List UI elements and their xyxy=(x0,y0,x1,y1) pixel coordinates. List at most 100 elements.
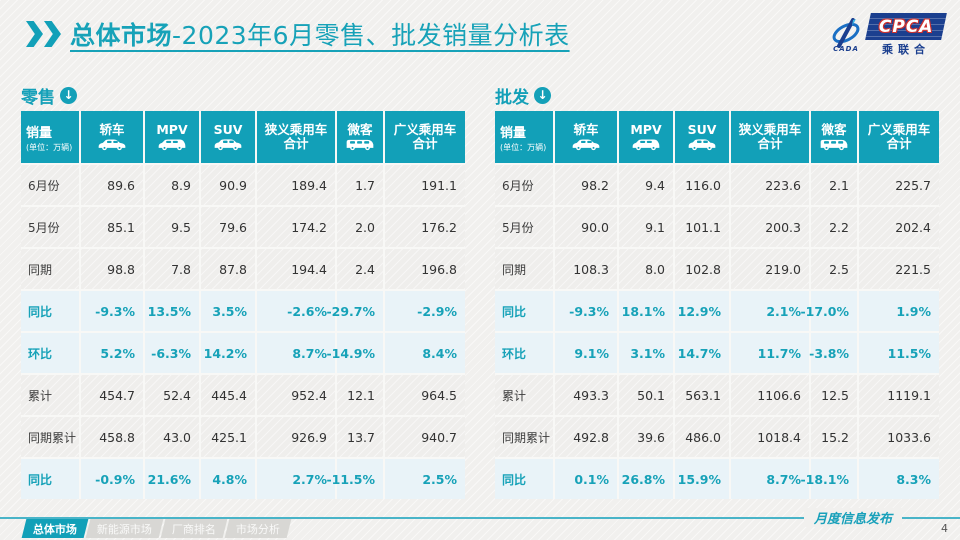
table-cell: 14.2% xyxy=(201,333,255,373)
cpca-sub-label: 乘联合 xyxy=(882,43,930,56)
col-header-microvan: 微客 xyxy=(811,111,857,163)
col-header-mpv: MPV xyxy=(145,111,199,163)
table-cell: 12.5 xyxy=(811,375,857,415)
table-cell: 8.7% xyxy=(257,333,335,373)
table-cell: -2.6% xyxy=(257,291,335,331)
retail-section-head: 零售 ↓ xyxy=(21,82,465,108)
footer-tab-市场分析[interactable]: 市场分析 xyxy=(224,519,292,538)
table-cell: 116.0 xyxy=(675,165,729,205)
table-cell: -9.3% xyxy=(555,291,617,331)
row-label-同期: 同期 xyxy=(21,249,79,289)
table-cell: 1018.4 xyxy=(731,417,809,457)
table-cell: 2.0 xyxy=(337,207,383,247)
table-cell: 50.1 xyxy=(619,375,673,415)
table-cell: 219.0 xyxy=(731,249,809,289)
suv-icon xyxy=(687,138,717,151)
table-cell: -17.0% xyxy=(800,291,857,331)
page-title: 总体市场-2023年6月零售、批发销量分析表 xyxy=(70,16,570,52)
col-header-sedan: 轿车 xyxy=(555,111,617,163)
col-header-sedan: 轿车 xyxy=(81,111,143,163)
col-header-narrow-pv-total: 狭义乘用车 合计 xyxy=(257,111,335,163)
wholesale-section: CPCA 乘联会 CPCA 乘联会 批发 ↓ 销量(单位：万辆)轿车MPVSUV… xyxy=(495,82,939,499)
table-cell: 492.8 xyxy=(555,417,617,457)
table-cell: 90.9 xyxy=(201,165,255,205)
table-cell: 85.1 xyxy=(81,207,143,247)
arrow-down-circle-icon: ↓ xyxy=(60,86,77,104)
table-cell: 486.0 xyxy=(675,417,729,457)
table-cell: 2.2 xyxy=(811,207,857,247)
table-cell: 8.3% xyxy=(859,459,939,499)
table-cell: 18.1% xyxy=(619,291,673,331)
footer-tab-新能源市场[interactable]: 新能源市场 xyxy=(85,519,164,538)
table-cell: 5.2% xyxy=(81,333,143,373)
row-label-同比: 同比 xyxy=(21,291,79,331)
table-cell: 2.1 xyxy=(811,165,857,205)
table-cell: 458.8 xyxy=(81,417,143,457)
table-cell: 14.7% xyxy=(675,333,729,373)
page-title-rest: -2023年6月零售、批发销量分析表 xyxy=(172,21,570,50)
table-cell: 1033.6 xyxy=(859,417,939,457)
row-label-同期: 同期 xyxy=(495,249,553,289)
table-cell: 13.7 xyxy=(337,417,383,457)
table-cell: 9.5 xyxy=(145,207,199,247)
table-cell: 425.1 xyxy=(201,417,255,457)
cada-emblem: CADA xyxy=(829,17,863,53)
col-header-sales: 销量 (单位：万辆) xyxy=(21,111,79,163)
table-cell: 8.4% xyxy=(385,333,465,373)
row-label-5月份: 5月份 xyxy=(21,207,79,247)
sedan-icon xyxy=(571,138,601,151)
col-header-label: 广义乘用车 xyxy=(867,122,931,137)
table-cell: 15.2 xyxy=(811,417,857,457)
table-cell: 79.6 xyxy=(201,207,255,247)
table-cell: 108.3 xyxy=(555,249,617,289)
table-cell: -6.3% xyxy=(145,333,199,373)
table-cell: 2.5 xyxy=(811,249,857,289)
footer-tab-总体市场[interactable]: 总体市场 xyxy=(21,519,89,538)
chevron-icon xyxy=(26,21,43,47)
table-cell: 191.1 xyxy=(385,165,465,205)
cada-swoosh-icon xyxy=(832,17,860,48)
mpv-icon xyxy=(631,138,661,151)
table-cell: 1.9% xyxy=(859,291,939,331)
col-header-label: 狭义乘用车 xyxy=(738,122,802,137)
row-label-同期累计: 同期累计 xyxy=(495,417,553,457)
mpv-icon xyxy=(157,138,187,151)
footer-tab-厂商排名[interactable]: 厂商排名 xyxy=(160,519,228,538)
table-cell: 90.0 xyxy=(555,207,617,247)
table-cell: -29.7% xyxy=(326,291,383,331)
row-label-环比: 环比 xyxy=(495,333,553,373)
table-cell: -2.9% xyxy=(385,291,465,331)
col-header-broad-pv-total: 广义乘用车 合计 xyxy=(385,111,465,163)
table-cell: 12.9% xyxy=(675,291,729,331)
table-cell: 2.1% xyxy=(731,291,809,331)
tables-area: CPCA 乘联会 CPCA 乘联会 零售 ↓ 销量(单位：万辆)轿车MPVSUV… xyxy=(21,82,939,499)
row-label-6月份: 6月份 xyxy=(21,165,79,205)
table-cell: 11.7% xyxy=(731,333,809,373)
col-header-label: MPV xyxy=(630,122,662,137)
col-header-label: 合计 xyxy=(283,136,309,151)
table-cell: 176.2 xyxy=(385,207,465,247)
table-cell: 445.4 xyxy=(201,375,255,415)
row-label-6月份: 6月份 xyxy=(495,165,553,205)
table-cell: 4.8% xyxy=(201,459,255,499)
retail-table: 销量 (单位：万辆) 轿车 MPV SUV 狭义乘用车 合计 微客 广义乘用车 合计 6月份 89.6… xyxy=(21,111,465,499)
row-label-累计: 累计 xyxy=(495,375,553,415)
table-cell: 174.2 xyxy=(257,207,335,247)
sales-unit-label: (单位：万辆) xyxy=(26,142,73,152)
table-cell: 39.6 xyxy=(619,417,673,457)
row-label-5月份: 5月份 xyxy=(495,207,553,247)
row-label-同期累计: 同期累计 xyxy=(21,417,79,457)
table-cell: 12.1 xyxy=(337,375,383,415)
table-cell: 0.1% xyxy=(555,459,617,499)
table-cell: 8.9 xyxy=(145,165,199,205)
retail-section-title: 零售 xyxy=(21,87,55,108)
van-icon xyxy=(345,138,375,151)
wholesale-table: 销量 (单位：万辆) 轿车 MPV SUV 狭义乘用车 合计 微客 广义乘用车 合计 6月份 98.2… xyxy=(495,111,939,499)
page-number: 4 xyxy=(941,522,948,535)
col-header-label: 轿车 xyxy=(99,122,125,137)
table-cell: 3.5% xyxy=(201,291,255,331)
sales-unit-label: (单位：万辆) xyxy=(500,142,547,152)
cpca-wordmark: CPCA 乘联合 xyxy=(865,13,947,57)
table-cell: 1106.6 xyxy=(731,375,809,415)
row-label-同比: 同比 xyxy=(495,459,553,499)
